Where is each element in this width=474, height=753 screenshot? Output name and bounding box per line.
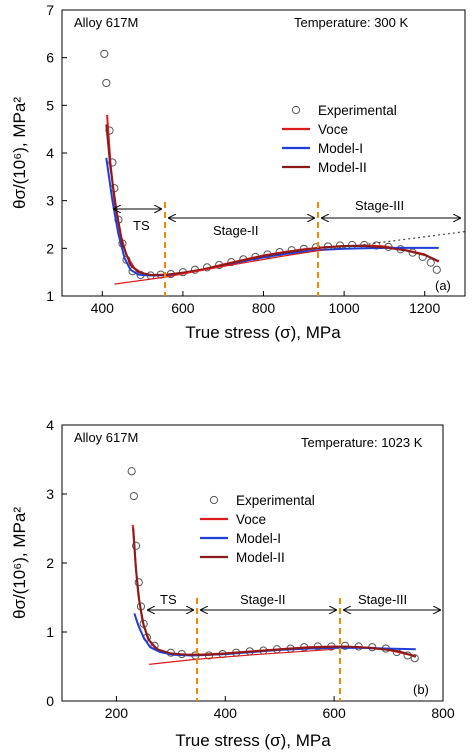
legend-b: Experimental Voce Model-I Model-II (200, 493, 315, 565)
legend-marker-experimental (209, 495, 219, 505)
stage-iii-label-b: Stage-III (358, 592, 407, 607)
ts-label-b: TS (160, 592, 177, 607)
legend-label: Model-I (236, 531, 281, 546)
voce-line (106, 114, 440, 277)
x-tick-label: 800 (252, 300, 276, 316)
x-axis-title-b: True stress (σ), MPa (175, 731, 331, 750)
experimental-point (410, 654, 419, 663)
alloy-label-b: Alloy 617M (74, 430, 138, 445)
temperature-label-b: Temperature: 1023 K (301, 435, 423, 450)
panel-label-a: (a) (435, 278, 451, 293)
y-tick-label: 6 (46, 50, 54, 66)
x-tick-label: 1000 (329, 300, 360, 316)
legend-label: Model-II (318, 160, 367, 175)
stage-iii-label-a: Stage-III (355, 198, 404, 213)
experimental-point (131, 541, 141, 550)
legend-label: Experimental (236, 493, 315, 508)
y-axis-title-a: θσ/(10⁶), MPa² (10, 97, 29, 209)
legend-label: Voce (318, 122, 348, 137)
experimental-point (129, 491, 138, 501)
y-tick-label: 1 (46, 288, 54, 304)
legend-marker-experimental (291, 105, 301, 115)
legend-label: Model-I (318, 141, 363, 156)
panel-a: 400 600 800 1000 1200 1 2 3 4 5 6 7 Alloy 617M Temp… (10, 2, 466, 342)
experimental-point (127, 467, 136, 476)
y-tick-label: 1 (46, 624, 54, 640)
experimental-point (108, 158, 117, 167)
y-tick-label: 5 (46, 97, 54, 113)
y-tick-label: 3 (46, 193, 54, 209)
stage-ii-label-b: Stage-II (240, 592, 286, 607)
model-ii-line (105, 124, 440, 277)
alloy-label-a: Alloy 617M (74, 15, 138, 30)
y-tick-label: 2 (46, 555, 54, 571)
experimental-point (432, 265, 441, 274)
x-tick-label: 600 (322, 705, 346, 721)
x-tick-label: 800 (431, 705, 455, 721)
legend-label: Voce (236, 512, 266, 527)
experimental-point (426, 258, 435, 267)
y-tick-label: 0 (46, 693, 54, 709)
legend-label: Model-II (236, 550, 285, 565)
panel-b: 200 400 600 800 0 1 2 3 4 Alloy 617M Temperature… (10, 417, 455, 750)
y-tick-label: 4 (46, 145, 54, 161)
legend-label: Experimental (318, 103, 397, 118)
stage-ii-label-a: Stage-II (213, 223, 259, 238)
experimental-point (134, 578, 143, 587)
x-axis-title-a: True stress (σ), MPa (185, 323, 341, 342)
y-tick-label: 2 (46, 240, 54, 256)
model-ii-line (132, 528, 417, 658)
x-tick-label: 400 (214, 705, 238, 721)
y-tick-label: 3 (46, 486, 54, 502)
ts-label-a: TS (133, 218, 150, 233)
y-axis-title-b: θσ/(10⁶), MPa² (10, 507, 29, 619)
stage-ii-fit-line (149, 648, 335, 665)
stage-iii-extrapolation-line (323, 231, 465, 251)
legend-a: Experimental Voce Model-I Model-II (282, 103, 397, 175)
experimental-point (100, 49, 109, 58)
y-tick-label: 7 (46, 2, 54, 18)
x-tick-label: 1200 (409, 300, 440, 316)
x-tick-label: 400 (91, 300, 115, 316)
experimental-point (102, 78, 111, 88)
y-tick-label: 4 (46, 417, 54, 433)
x-tick-label: 600 (171, 300, 195, 316)
x-tick-label: 200 (105, 705, 129, 721)
temperature-label-a: Temperature: 300 K (294, 15, 409, 30)
stage-ii-fit-line (114, 249, 324, 285)
panel-label-b: (b) (413, 682, 429, 697)
